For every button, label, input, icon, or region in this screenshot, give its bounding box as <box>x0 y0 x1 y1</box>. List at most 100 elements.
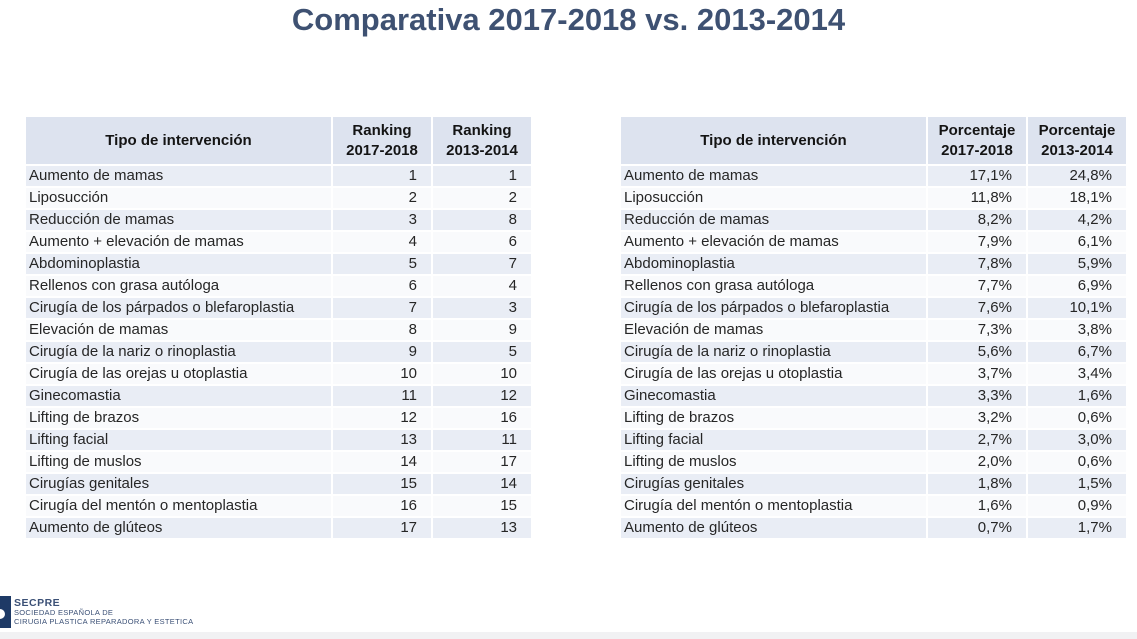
value-cell: 7,6% <box>928 298 1026 318</box>
intervention-name-cell: Cirugía de la nariz o rinoplastia <box>26 342 331 362</box>
value-cell: 1,6% <box>928 496 1026 516</box>
column-header-ranking-2013-2014: Ranking 2013-2014 <box>433 117 531 164</box>
intervention-name-cell: Lifting de muslos <box>26 452 331 472</box>
value-cell: 3,4% <box>1028 364 1126 384</box>
intervention-name-cell: Aumento + elevación de mamas <box>26 232 331 252</box>
table-row: Lifting de muslos 14 17 <box>26 452 531 472</box>
value-cell: 2,7% <box>928 430 1026 450</box>
value-cell: 1,7% <box>1028 518 1126 538</box>
value-cell: 10 <box>433 364 531 384</box>
table-row: Elevación de mamas 8 9 <box>26 320 531 340</box>
value-cell: 5,9% <box>1028 254 1126 274</box>
table-row: Cirugía de los párpados o blefaroplastia… <box>621 298 1126 318</box>
intervention-name-cell: Reducción de mamas <box>26 210 331 230</box>
value-cell: 10,1% <box>1028 298 1126 318</box>
column-header-line: Ranking <box>352 122 412 139</box>
value-cell: 4,2% <box>1028 210 1126 230</box>
secpre-logo-text: SECPRE SOCIEDAD ESPAÑOLA DE CIRUGIA PLAS… <box>14 596 193 626</box>
value-cell: 1,6% <box>1028 386 1126 406</box>
intervention-name-cell: Lifting de brazos <box>26 408 331 428</box>
table-row: Reducción de mamas 8,2% 4,2% <box>621 210 1126 230</box>
logo-line-1: SOCIEDAD ESPAÑOLA DE <box>14 608 114 617</box>
value-cell: 2,0% <box>928 452 1026 472</box>
table-row: Rellenos con grasa autóloga 6 4 <box>26 276 531 296</box>
value-cell: 7 <box>433 254 531 274</box>
value-cell: 17,1% <box>928 166 1026 186</box>
table-row: Cirugía de las orejas u otoplastia 3,7% 3,… <box>621 364 1126 384</box>
intervention-name-cell: Liposucción <box>26 188 331 208</box>
value-cell: 3,3% <box>928 386 1026 406</box>
logo-line-2: CIRUGIA PLASTICA REPARADORA Y ESTETICA <box>14 616 194 626</box>
value-cell: 5,6% <box>928 342 1026 362</box>
table-row: Aumento de glúteos 17 13 <box>26 518 531 538</box>
value-cell: 0,6% <box>1028 408 1126 428</box>
intervention-name-cell: Elevación de mamas <box>621 320 926 340</box>
value-cell: 17 <box>333 518 431 538</box>
value-cell: 13 <box>333 430 431 450</box>
value-cell: 9 <box>433 320 531 340</box>
column-header-ranking-2017-2018: Ranking 2017-2018 <box>333 117 431 164</box>
value-cell: 3,0% <box>1028 430 1126 450</box>
column-header-porcentaje-2017-2018: Porcentaje 2017-2018 <box>928 117 1026 164</box>
intervention-name-cell: Aumento de glúteos <box>621 518 926 538</box>
table-row: Aumento + elevación de mamas 7,9% 6,1% <box>621 232 1126 252</box>
value-cell: 5 <box>433 342 531 362</box>
value-cell: 3 <box>333 210 431 230</box>
value-cell: 4 <box>333 232 431 252</box>
table-row: Aumento de mamas 17,1% 24,8% <box>621 166 1126 186</box>
intervention-name-cell: Rellenos con grasa autóloga <box>26 276 331 296</box>
table-row: Abdominoplastia 7,8% 5,9% <box>621 254 1126 274</box>
value-cell: 1,5% <box>1028 474 1126 494</box>
intervention-name-cell: Cirugía de la nariz o rinoplastia <box>621 342 926 362</box>
value-cell: 10 <box>333 364 431 384</box>
intervention-name-cell: Liposucción <box>621 188 926 208</box>
logo-acronym: SECPRE <box>14 597 61 609</box>
intervention-name-cell: Cirugía de las orejas u otoplastia <box>26 364 331 384</box>
value-cell: 6,9% <box>1028 276 1126 296</box>
value-cell: 15 <box>433 496 531 516</box>
table-row: Cirugía de las orejas u otoplastia 10 10 <box>26 364 531 384</box>
secpre-logo: SECPRE SOCIEDAD ESPAÑOLA DE CIRUGIA PLAS… <box>0 596 193 628</box>
ranking-table-header-row: Tipo de intervención Ranking 2017-2018 R… <box>26 117 531 164</box>
intervention-name-cell: Lifting de brazos <box>621 408 926 428</box>
page-title: Comparativa 2017-2018 vs. 2013-2014 <box>291 2 846 37</box>
intervention-name-cell: Lifting facial <box>621 430 926 450</box>
column-header-line: Porcentaje <box>1038 122 1116 139</box>
table-row: Aumento de glúteos 0,7% 1,7% <box>621 518 1126 538</box>
column-header-line: Porcentaje <box>938 122 1016 139</box>
table-row: Cirugía de la nariz o rinoplastia 5,6% 6,7… <box>621 342 1126 362</box>
value-cell: 0,7% <box>928 518 1026 538</box>
value-cell: 16 <box>433 408 531 428</box>
value-cell: 6,7% <box>1028 342 1126 362</box>
intervention-name-cell: Cirugías genitales <box>621 474 926 494</box>
intervention-name-cell: Ginecomastia <box>26 386 331 406</box>
value-cell: 8,2% <box>928 210 1026 230</box>
value-cell: 2 <box>333 188 431 208</box>
column-header-line: 2017-2018 <box>941 141 1013 159</box>
table-row: Elevación de mamas 7,3% 3,8% <box>621 320 1126 340</box>
value-cell: 3,2% <box>928 408 1026 428</box>
column-header-line: Ranking <box>452 122 512 139</box>
table-row: Cirugías genitales 1,8% 1,5% <box>621 474 1126 494</box>
value-cell: 12 <box>333 408 431 428</box>
table-row: Ginecomastia 3,3% 1,6% <box>621 386 1126 406</box>
value-cell: 11 <box>333 386 431 406</box>
value-cell: 13 <box>433 518 531 538</box>
table-row: Aumento + elevación de mamas 4 6 <box>26 232 531 252</box>
value-cell: 14 <box>333 452 431 472</box>
value-cell: 0,6% <box>1028 452 1126 472</box>
intervention-name-cell: Elevación de mamas <box>26 320 331 340</box>
intervention-name-cell: Ginecomastia <box>621 386 926 406</box>
intervention-name-cell: Aumento de mamas <box>621 166 926 186</box>
intervention-name-cell: Rellenos con grasa autóloga <box>621 276 926 296</box>
table-row: Liposucción 2 2 <box>26 188 531 208</box>
value-cell: 3,7% <box>928 364 1026 384</box>
intervention-name-cell: Lifting facial <box>26 430 331 450</box>
table-row: Cirugía de los párpados o blefaroplastia… <box>26 298 531 318</box>
column-header-tipo-de-intervencion: Tipo de intervención <box>621 117 926 164</box>
value-cell: 18,1% <box>1028 188 1126 208</box>
value-cell: 4 <box>433 276 531 296</box>
value-cell: 7,8% <box>928 254 1026 274</box>
value-cell: 14 <box>433 474 531 494</box>
intervention-name-cell: Cirugía de las orejas u otoplastia <box>621 364 926 384</box>
